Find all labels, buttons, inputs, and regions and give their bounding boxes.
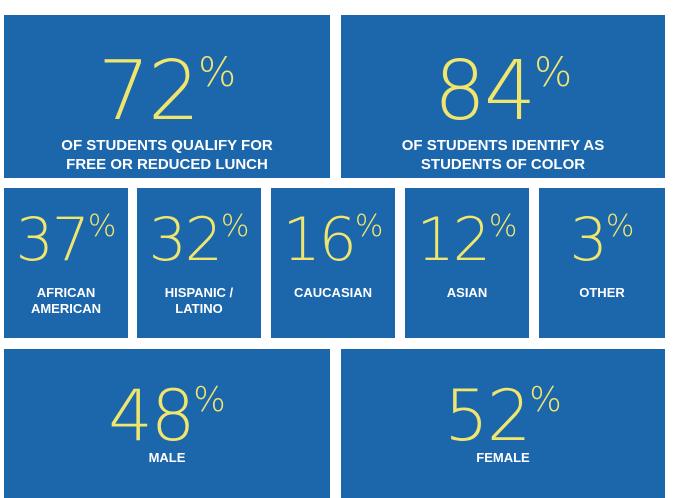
stat-tile-free-reduced-lunch: 72% OF STUDENTS QUALIFY FOR FREE OR REDU… (4, 15, 330, 178)
stat-label: CAUCASIAN (294, 285, 372, 300)
stat-value: 12% (416, 205, 518, 275)
stat-label: FEMALE (476, 450, 530, 465)
stat-label: ASIAN (446, 285, 488, 300)
stat-value: 32% (148, 205, 250, 275)
stat-value: 37% (15, 205, 117, 275)
stat-tile-caucasian: 16% CAUCASIAN (271, 188, 395, 338)
stat-value: 52% (444, 375, 562, 457)
stat-label: AFRICAN AMERICAN (30, 285, 102, 317)
stat-tile-students-of-color: 84% OF STUDENTS IDENTIFY AS STUDENTS OF … (341, 15, 665, 178)
stat-label: OF STUDENTS QUALIFY FOR FREE OR REDUCED … (61, 137, 273, 173)
stat-tile-female: 52% FEMALE (341, 349, 665, 498)
stat-label: OF STUDENTS IDENTIFY AS STUDENTS OF COLO… (401, 137, 605, 173)
stat-tile-asian: 12% ASIAN (405, 188, 529, 338)
stat-value: 3% (569, 205, 635, 275)
stat-value: 16% (282, 205, 384, 275)
stat-label: OTHER (579, 285, 625, 300)
stat-label: HISPANIC / LATINO (164, 285, 234, 317)
stat-tile-hispanic-latino: 32% HISPANIC / LATINO (137, 188, 261, 338)
stat-tile-male: 48% MALE (4, 349, 330, 498)
stat-label: MALE (148, 450, 186, 465)
stat-tile-other: 3% OTHER (539, 188, 665, 338)
stat-tile-african-american: 37% AFRICAN AMERICAN (4, 188, 128, 338)
stat-value: 72% (97, 44, 237, 139)
stat-value: 48% (108, 375, 226, 457)
stat-value: 84% (433, 44, 573, 139)
